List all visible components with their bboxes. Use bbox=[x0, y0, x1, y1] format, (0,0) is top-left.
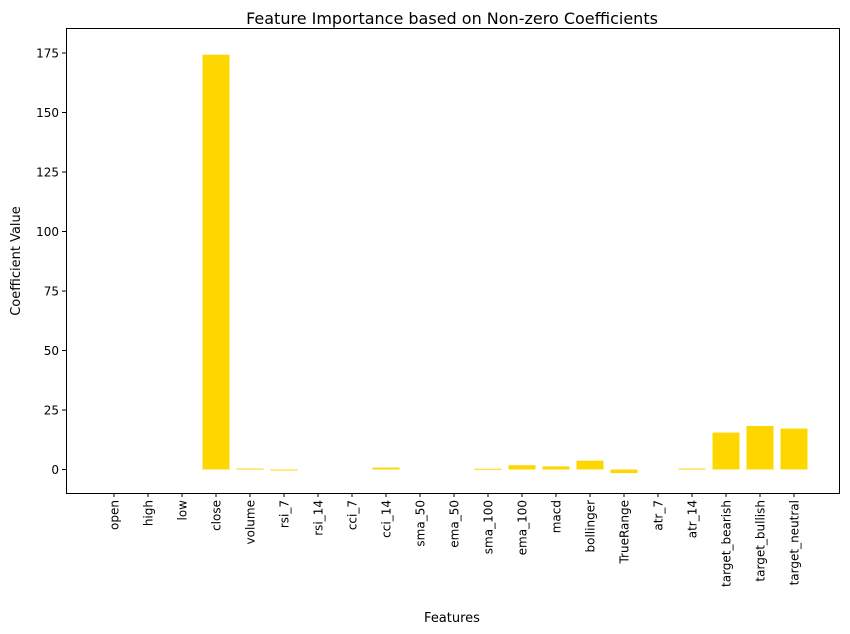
y-axis-label: Coefficient Value bbox=[9, 206, 24, 316]
bar-sma_100 bbox=[474, 468, 502, 470]
x-tick-label: sma_100 bbox=[482, 500, 496, 554]
x-tick-label: ema_50 bbox=[448, 500, 462, 548]
x-tick-label: volume bbox=[244, 500, 258, 544]
bar-close bbox=[202, 54, 230, 470]
x-tick-label: atr_7 bbox=[652, 500, 666, 531]
y-tick-label: 25 bbox=[44, 404, 59, 418]
x-tick-label: target_bullish bbox=[754, 500, 768, 582]
y-axis: 0 25 50 75 100 125 150 175 bbox=[36, 47, 66, 477]
bar-target_bullish bbox=[746, 425, 774, 470]
x-tick-label: open bbox=[108, 500, 122, 530]
x-tick-label: close bbox=[210, 500, 224, 531]
x-tick-label: cci_14 bbox=[380, 500, 394, 538]
y-tick-label: 125 bbox=[36, 166, 59, 180]
y-tick-label: 75 bbox=[44, 285, 59, 299]
bar-ema_100 bbox=[508, 465, 536, 470]
x-axis-label: Features bbox=[424, 611, 480, 626]
bar-bollinger bbox=[576, 460, 604, 470]
bar-group bbox=[202, 54, 808, 474]
x-tick-label: TrueRange bbox=[618, 500, 632, 565]
x-tick-label: target_neutral bbox=[788, 500, 802, 585]
y-tick-label: 0 bbox=[51, 463, 59, 477]
x-tick-label: macd bbox=[550, 500, 564, 533]
bar-macd bbox=[542, 466, 570, 470]
bar-volume bbox=[236, 468, 264, 470]
x-tick-label: cci_7 bbox=[346, 500, 360, 530]
y-tick-label: 175 bbox=[36, 47, 59, 61]
y-tick-label: 150 bbox=[36, 106, 59, 120]
bar-TrueRange bbox=[610, 469, 638, 474]
bar-cci_14 bbox=[372, 467, 400, 470]
bar-atr_14 bbox=[678, 468, 706, 470]
x-tick-label: high bbox=[142, 500, 156, 526]
x-tick-label: bollinger bbox=[584, 500, 598, 553]
x-tick-label: low bbox=[176, 500, 190, 521]
x-tick-label: rsi_14 bbox=[312, 500, 326, 536]
x-tick-label: target_bearish bbox=[720, 500, 734, 587]
chart-title: Feature Importance based on Non-zero Coe… bbox=[246, 9, 658, 28]
plot-area bbox=[66, 28, 840, 494]
x-tick-label: rsi_7 bbox=[278, 500, 292, 528]
x-tick-label: atr_14 bbox=[686, 500, 700, 538]
bar-rsi_7 bbox=[270, 469, 298, 471]
bar-target_neutral bbox=[780, 428, 808, 470]
bar-target_bearish bbox=[712, 432, 740, 470]
x-axis: open high low close volume rsi_7 rsi_14 cci_7 cc… bbox=[108, 493, 802, 587]
x-tick-label: sma_50 bbox=[414, 500, 428, 547]
x-tick-label: ema_100 bbox=[516, 500, 530, 555]
y-tick-label: 100 bbox=[36, 225, 59, 239]
y-tick-label: 50 bbox=[44, 344, 59, 358]
